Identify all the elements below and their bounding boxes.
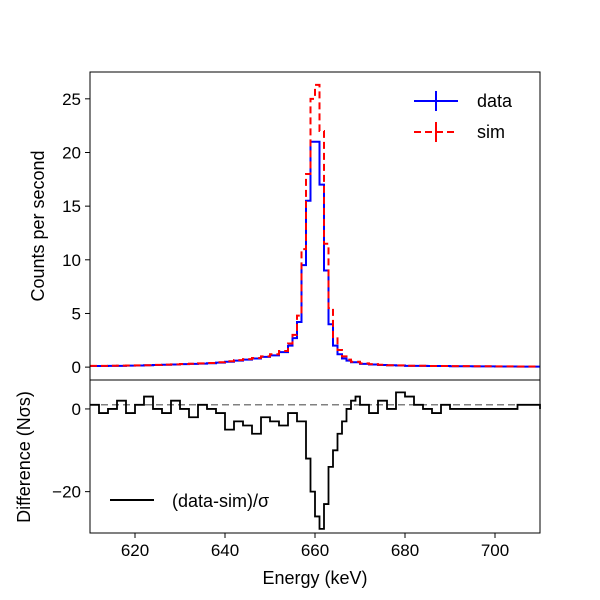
legend-label-sim: sim: [477, 122, 505, 142]
top-plot-marks: [90, 83, 540, 368]
series-line-residual: [90, 391, 541, 530]
x-tick-label-680: 680: [391, 541, 419, 560]
bottom-y-axis-label: Difference (Nσs): [14, 391, 34, 523]
x-tick-label-640: 640: [211, 541, 239, 560]
legend-label-residual: (data-sim)/σ: [172, 491, 269, 511]
top-panel: 0 5 10 15 20 25 Counts per second: [28, 71, 541, 381]
top-y-tick-label-0: 0: [72, 358, 81, 377]
top-legend: data sim: [414, 91, 513, 142]
x-axis-label: Energy (keV): [262, 568, 367, 588]
bottom-panel: −20 0 620 640 660 680 700 Difference (Nσs) En…: [14, 379, 541, 588]
bottom-x-ticks: 620 640 660 680 700: [121, 533, 509, 560]
x-tick-label-620: 620: [121, 541, 149, 560]
legend-entry-data: data: [414, 91, 513, 111]
top-y-tick-label-5: 5: [72, 304, 81, 323]
x-tick-label-660: 660: [301, 541, 329, 560]
top-y-tick-label-15: 15: [62, 197, 81, 216]
series-line-sim: [90, 83, 540, 368]
bottom-y-axis-label-text: Difference (Nσs): [14, 391, 34, 523]
legend-label-data: data: [477, 91, 513, 111]
x-tick-label-700: 700: [481, 541, 509, 560]
top-y-tick-label-25: 25: [62, 90, 81, 109]
top-y-tick-label-10: 10: [62, 251, 81, 270]
top-y-axis-label: Counts per second: [28, 150, 48, 301]
legend-entry-sim: sim: [414, 122, 505, 142]
bottom-plot-marks: [90, 391, 541, 530]
bottom-legend: (data-sim)/σ: [110, 491, 269, 511]
top-y-ticks: 0 5 10 15 20 25: [62, 90, 90, 377]
bottom-y-ticks: −20 0: [52, 400, 90, 502]
top-y-tick-label-20: 20: [62, 143, 81, 162]
bottom-y-tick-label-0: 0: [72, 400, 81, 419]
bottom-y-tick-label--20: −20: [52, 483, 81, 502]
